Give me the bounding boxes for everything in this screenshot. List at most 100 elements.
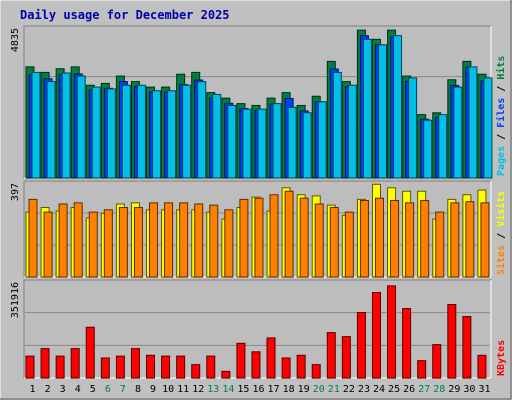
bar-kbytes-day-19 [296,354,306,379]
bar-sites-day-19 [299,197,309,278]
bar-sites-day-15 [239,198,249,278]
series-label: Pages / Files / Hits [495,56,507,176]
bar-pages-day-27 [423,119,433,179]
bar-kbytes-day-28 [432,344,442,379]
bar-sites-day-16 [254,197,264,278]
bar-kbytes-day-23 [356,312,366,379]
bar-kbytes-day-21 [326,332,336,379]
bar-kbytes-day-1 [25,355,35,379]
bar-pages-day-10 [167,90,177,179]
x-tick-label-2: 2 [45,384,51,395]
bar-pages-day-24 [377,44,387,179]
x-tick-label-15: 15 [237,384,249,395]
bar-kbytes-day-7 [115,355,125,379]
x-tick-label-20: 20 [313,384,325,395]
bar-sites-day-18 [284,190,294,278]
bar-sites-day-1 [28,198,38,278]
bar-kbytes-day-16 [251,351,261,379]
bar-sites-day-6 [103,209,113,278]
bar-kbytes-day-4 [70,348,80,379]
bar-sites-day-27 [420,200,430,278]
bar-sites-day-28 [435,211,445,278]
bar-sites-day-14 [224,209,234,278]
x-tick-label-10: 10 [162,384,174,395]
bar-kbytes-day-3 [55,355,65,379]
bar-sites-day-13 [209,204,219,278]
bar-pages-day-8 [136,84,146,179]
panel-kbytes: 351916 KBytes [10,279,507,379]
y-max-label: 397 [10,183,21,201]
bar-sites-day-26 [405,202,415,278]
bar-sites-day-3 [58,203,68,278]
x-tick-label-12: 12 [192,384,204,395]
x-tick-label-3: 3 [60,384,66,395]
bar-pages-day-25 [393,35,403,179]
x-tick-label-27: 27 [418,384,430,395]
bar-sites-day-20 [314,203,324,278]
bar-pages-day-14 [227,104,237,179]
bar-sites-day-2 [43,211,53,278]
bar-pages-day-22 [347,84,357,179]
bar-pages-day-7 [121,84,131,179]
x-tick-label-5: 5 [90,384,96,395]
bar-sites-day-24 [374,197,384,278]
bar-pages-day-18 [287,106,297,179]
bar-kbytes-day-24 [371,292,381,379]
bar-sites-day-4 [73,202,83,278]
x-tick-label-26: 26 [403,384,415,395]
series-label-visits: Visits [495,191,507,227]
bar-pages-day-4 [76,75,86,179]
panel-sites-visits: 397 Sites / Visits [10,180,507,278]
bar-sites-day-22 [344,211,354,278]
x-tick-label-22: 22 [343,384,355,395]
series-label-kbytes: KBytes [496,340,507,376]
panel-hits-files-pages: 4835 Pages / Files / Hits [10,25,507,179]
x-tick-label-21: 21 [328,384,340,395]
bar-sites-day-30 [465,201,475,278]
bar-kbytes-day-10 [161,355,171,379]
bar-sites-day-10 [164,202,174,278]
bar-pages-day-21 [332,71,342,179]
bar-pages-day-11 [182,84,192,179]
bar-sites-day-31 [480,202,490,278]
bar-kbytes-day-18 [281,357,291,379]
bar-kbytes-day-6 [100,357,110,379]
x-axis-labels: 1 2 3 4 5 6 7 8 9 10 11 12 13 14 15 16 17 18 19 20 21 22 23 24 2… [30,384,491,395]
bar-sites-day-25 [390,200,400,278]
bar-pages-day-20 [317,101,327,179]
x-tick-label-23: 23 [358,384,370,395]
x-tick-label-14: 14 [222,384,234,395]
bar-pages-day-5 [91,86,101,179]
x-tick-label-4: 4 [75,384,81,395]
x-tick-label-11: 11 [177,384,189,395]
bar-kbytes-day-5 [85,326,95,379]
x-tick-label-13: 13 [207,384,219,395]
x-tick-label-18: 18 [283,384,295,395]
series-label: Sites / Visits [495,191,507,275]
x-tick-label-29: 29 [448,384,460,395]
x-tick-label-30: 30 [463,384,475,395]
x-tick-label-16: 16 [252,384,264,395]
bar-sites-day-11 [179,202,189,278]
x-tick-label-1: 1 [30,384,36,395]
x-tick-label-24: 24 [373,384,385,395]
x-tick-label-9: 9 [150,384,156,395]
bar-pages-day-17 [272,103,282,179]
bar-kbytes-day-14 [221,370,231,379]
x-tick-label-25: 25 [388,384,400,395]
bar-kbytes-day-9 [146,354,156,379]
y-max-label: 4835 [10,28,21,52]
bar-pages-day-1 [31,71,41,179]
bar-pages-day-30 [468,66,478,179]
bar-sites-day-8 [133,206,143,278]
bar-kbytes-day-13 [206,355,216,379]
bar-pages-day-2 [46,81,56,179]
bar-kbytes-day-15 [236,342,246,379]
bar-pages-day-6 [106,88,116,179]
bar-sites-day-9 [149,202,159,278]
bar-sites-day-12 [194,203,204,278]
bar-pages-day-3 [61,72,71,179]
bar-kbytes-day-11 [176,355,186,379]
bar-kbytes-day-25 [387,285,397,379]
